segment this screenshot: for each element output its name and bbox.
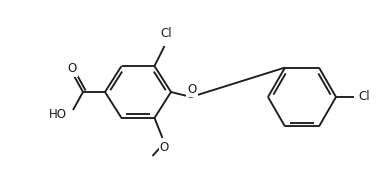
Text: O: O (160, 141, 169, 154)
Text: Cl: Cl (358, 91, 370, 103)
Text: O: O (68, 63, 76, 75)
Text: O: O (187, 83, 197, 96)
Text: HO: HO (49, 107, 67, 121)
Text: Cl: Cl (161, 27, 172, 40)
